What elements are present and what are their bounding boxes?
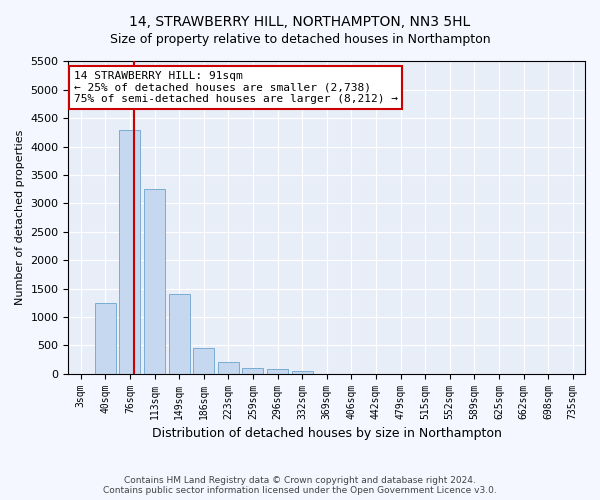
- Text: Size of property relative to detached houses in Northampton: Size of property relative to detached ho…: [110, 32, 490, 46]
- Bar: [169, 294, 190, 374]
- Y-axis label: Number of detached properties: Number of detached properties: [15, 130, 25, 306]
- Text: Contains HM Land Registry data © Crown copyright and database right 2024.
Contai: Contains HM Land Registry data © Crown c…: [103, 476, 497, 495]
- X-axis label: Distribution of detached houses by size in Northampton: Distribution of detached houses by size …: [152, 427, 502, 440]
- Bar: [193, 348, 214, 374]
- Bar: [242, 368, 263, 374]
- Bar: [267, 369, 288, 374]
- Bar: [95, 302, 116, 374]
- Bar: [292, 371, 313, 374]
- Bar: [218, 362, 239, 374]
- Bar: [119, 130, 140, 374]
- Bar: [144, 189, 165, 374]
- Text: 14, STRAWBERRY HILL, NORTHAMPTON, NN3 5HL: 14, STRAWBERRY HILL, NORTHAMPTON, NN3 5H…: [130, 15, 470, 29]
- Text: 14 STRAWBERRY HILL: 91sqm
← 25% of detached houses are smaller (2,738)
75% of se: 14 STRAWBERRY HILL: 91sqm ← 25% of detac…: [74, 71, 398, 104]
